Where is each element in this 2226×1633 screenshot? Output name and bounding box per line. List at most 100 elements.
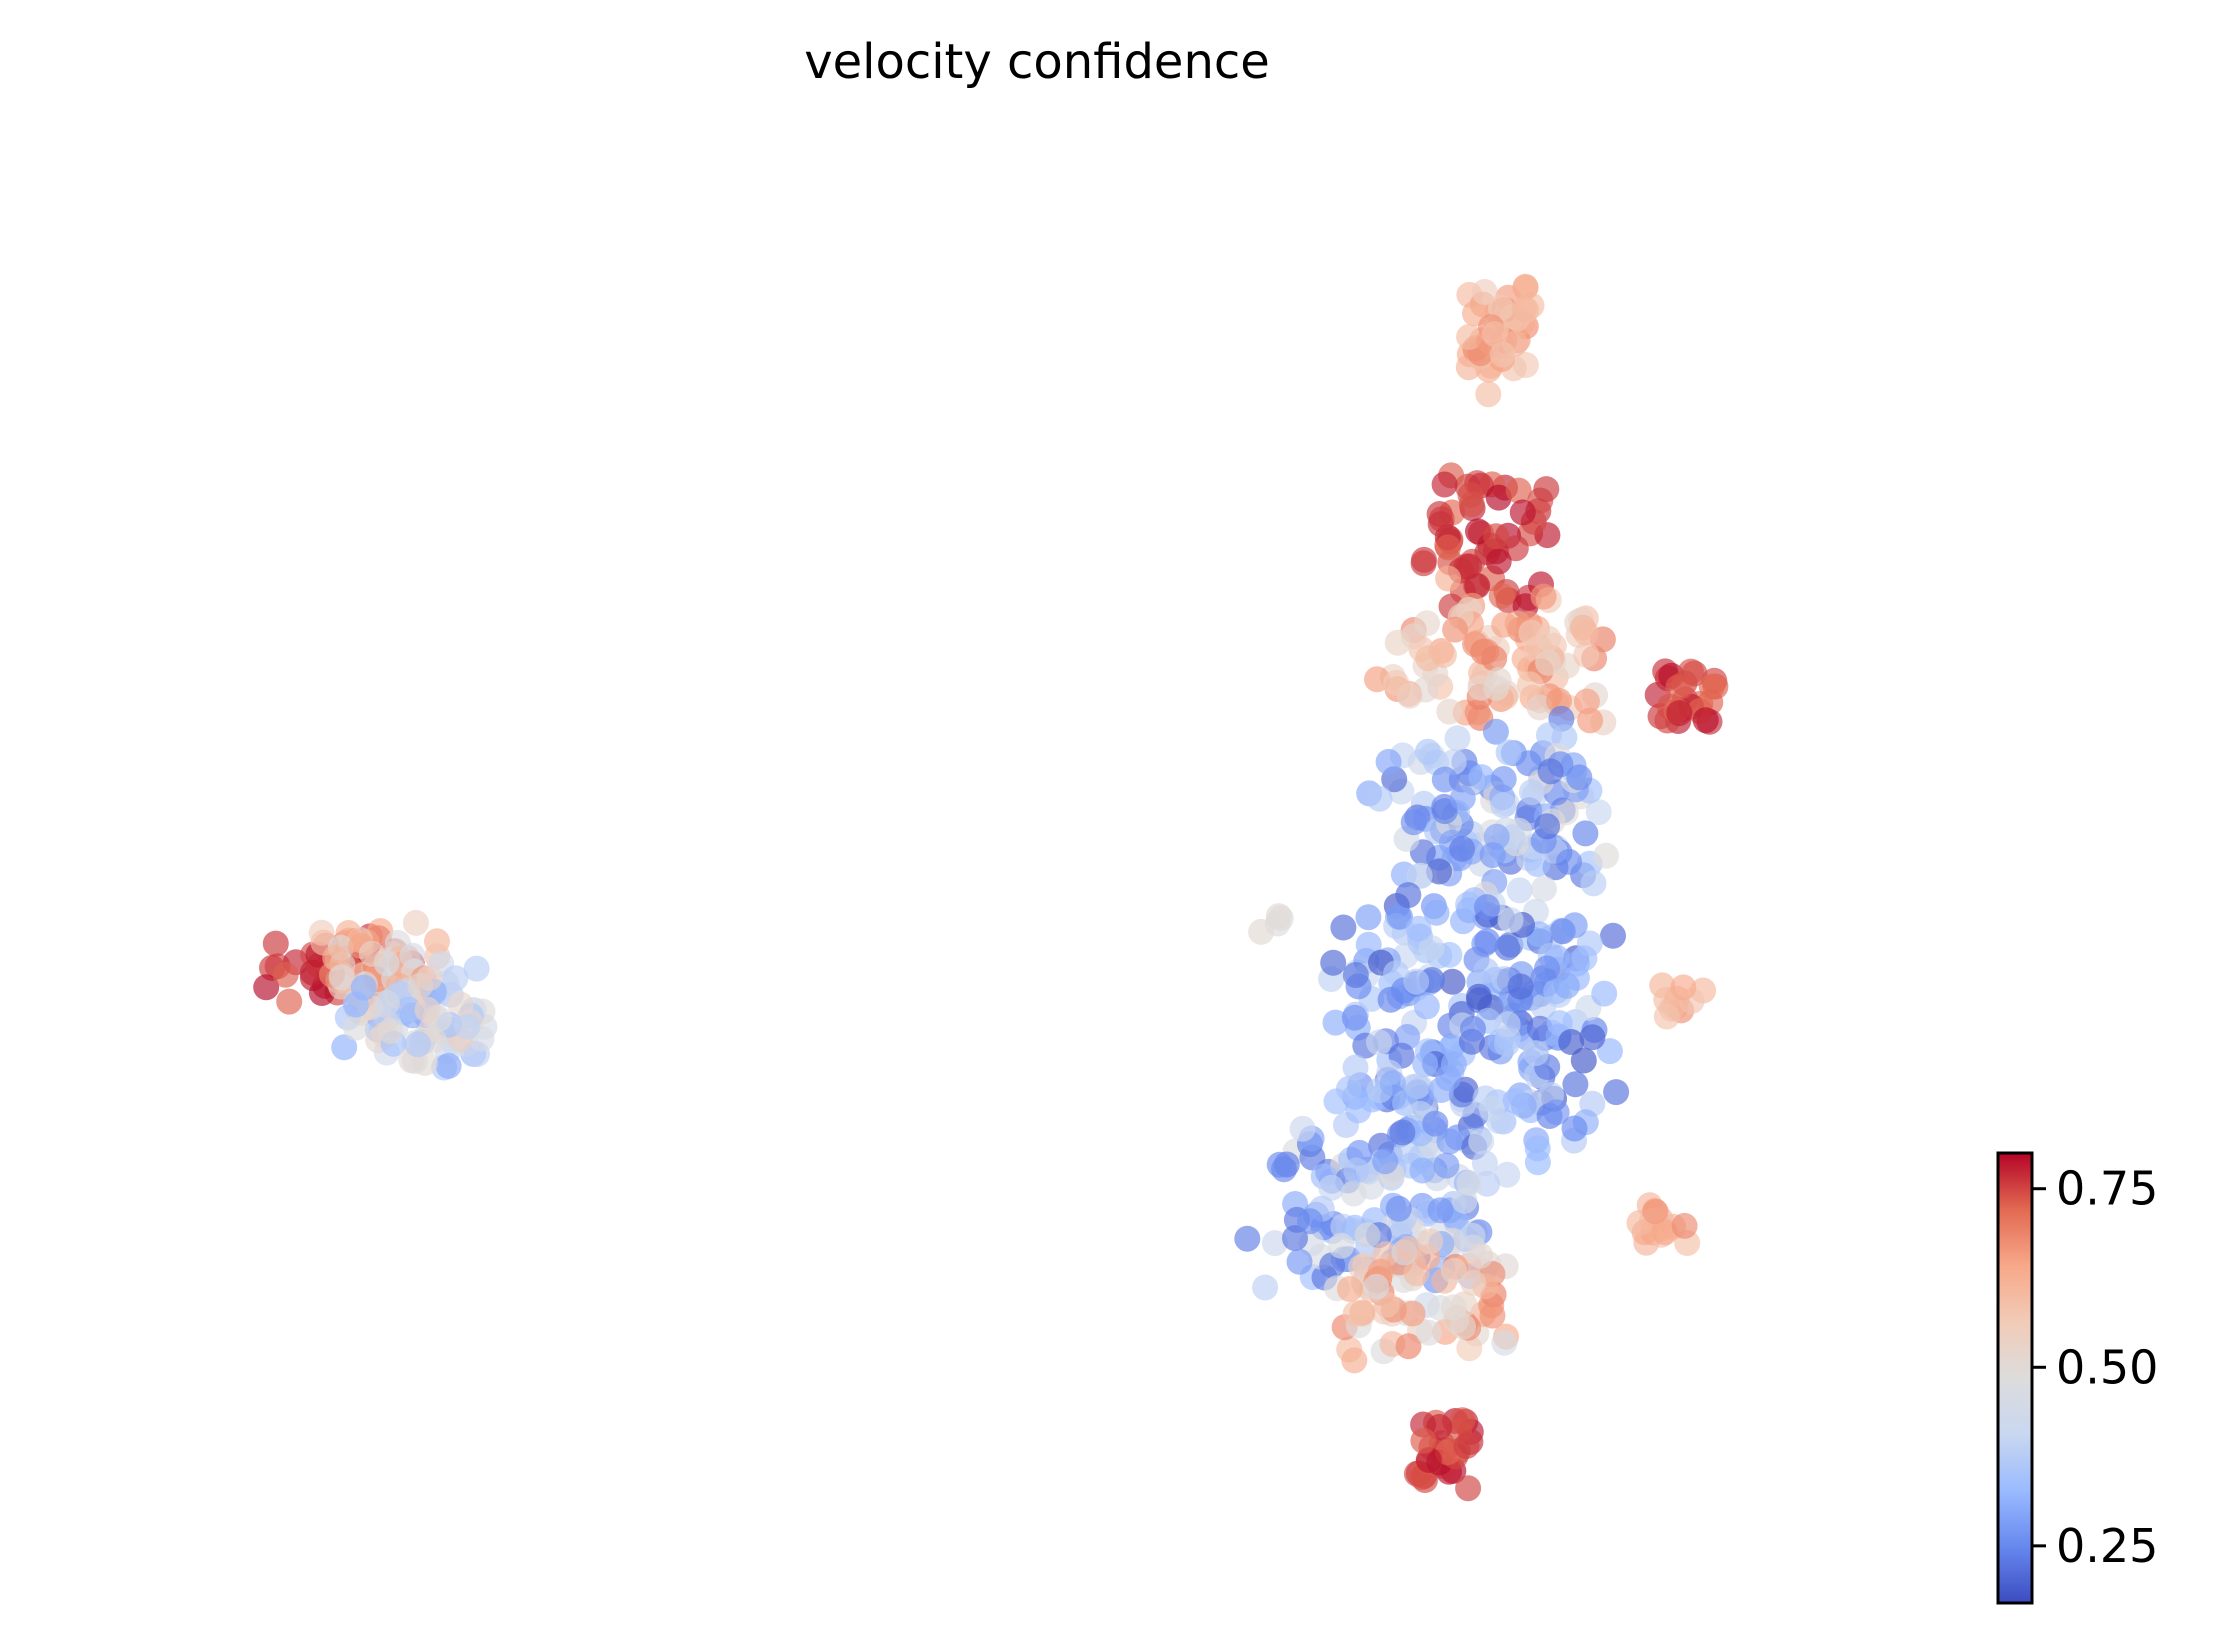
scatter-point — [1465, 983, 1492, 1010]
scatter-point — [1460, 1015, 1486, 1042]
scatter-point — [1677, 658, 1704, 685]
scatter-point — [1436, 698, 1463, 725]
scatter-point — [1489, 341, 1516, 368]
scatter-point — [1379, 1070, 1406, 1097]
scatter-point — [1345, 1097, 1372, 1124]
scatter-point — [1320, 949, 1347, 976]
scatter-point — [1494, 1161, 1521, 1188]
scatter-point — [442, 965, 469, 992]
scatter-point — [1427, 1197, 1454, 1224]
scatter-point — [1456, 1170, 1483, 1196]
scatter-point — [1467, 1242, 1494, 1269]
scatter-point — [1506, 877, 1533, 904]
scatter-point — [1414, 738, 1441, 765]
scatter-point — [1493, 1030, 1520, 1057]
scatter-point — [1387, 903, 1413, 930]
colorbar: 0.25 0.50 0.75 — [1996, 1151, 2158, 1605]
scatter-point — [1449, 785, 1476, 812]
scatter-point — [1483, 523, 1510, 550]
scatter-point — [454, 1013, 481, 1040]
scatter-point — [1491, 611, 1518, 638]
scatter-point — [402, 909, 429, 936]
scatter-point — [1318, 1174, 1345, 1201]
scatter-point — [1458, 491, 1485, 518]
scatter-point — [1553, 972, 1580, 999]
scatter-point — [1600, 922, 1626, 949]
scatter-point — [1579, 1024, 1606, 1051]
scatter-point — [1319, 1252, 1346, 1279]
scatter-point — [1474, 928, 1501, 955]
scatter-point — [343, 1014, 369, 1041]
scatter-point — [399, 942, 426, 969]
scatter-point — [1341, 1347, 1368, 1374]
scatter-point — [1395, 882, 1422, 909]
scatter-points — [253, 273, 1729, 1502]
scatter-point — [1580, 870, 1607, 897]
scatter-point — [1518, 619, 1545, 646]
scatter-point — [1534, 955, 1560, 982]
scatter-point — [1266, 1151, 1293, 1178]
scatter-point — [1517, 671, 1543, 698]
scatter-point — [1409, 1157, 1436, 1184]
scatter-point — [1372, 1148, 1399, 1175]
scatter-point — [1261, 1230, 1288, 1257]
scatter-point — [1427, 511, 1454, 538]
scatter-point — [328, 964, 355, 991]
scatter-point — [1495, 739, 1522, 766]
scatter-point — [1535, 649, 1562, 676]
scatter-point — [1572, 820, 1599, 847]
scatter-point — [1591, 980, 1618, 1007]
scatter-point — [1471, 1150, 1498, 1177]
scatter-point — [1482, 718, 1509, 745]
scatter-point — [1653, 1003, 1680, 1030]
scatter-point — [1536, 722, 1562, 749]
scatter-point — [331, 1034, 358, 1061]
scatter-point — [1692, 707, 1719, 734]
scatter-point — [1418, 935, 1445, 962]
scatter-point — [1468, 1128, 1495, 1155]
scatter-point — [1488, 582, 1515, 609]
scatter-point — [1566, 764, 1593, 791]
scatter-point — [447, 991, 474, 1018]
scatter-point — [1414, 610, 1440, 637]
scatter-point — [1698, 673, 1725, 700]
scatter-point — [1336, 1075, 1362, 1102]
scatter-point — [1440, 1257, 1467, 1284]
scatter-point — [272, 961, 299, 988]
scatter-point — [377, 1018, 404, 1044]
scatter-point — [1475, 381, 1502, 408]
scatter-point — [1526, 694, 1553, 721]
colorbar-tick-label: 0.75 — [2056, 1162, 2158, 1216]
colorbar-tick-label: 0.50 — [2056, 1340, 2158, 1394]
scatter-point — [1297, 1208, 1323, 1235]
scatter-point — [1412, 1051, 1439, 1078]
scatter-point — [405, 1031, 431, 1058]
scatter-point — [1456, 324, 1483, 350]
scatter-point — [1666, 700, 1693, 727]
scatter-point — [1422, 1110, 1449, 1137]
scatter-point — [1289, 1115, 1316, 1142]
scatter-point — [374, 989, 400, 1016]
scatter-point — [1264, 910, 1291, 937]
scatter-point — [1417, 1228, 1444, 1255]
scatter-point — [1481, 645, 1508, 672]
scatter-point — [1497, 931, 1524, 958]
scatter-point — [1543, 1099, 1570, 1126]
scatter-point — [1439, 968, 1466, 995]
scatter-point — [1428, 1077, 1455, 1103]
scatter-point — [1573, 619, 1599, 646]
scatter-point — [1286, 1248, 1313, 1275]
scatter-point — [1497, 907, 1524, 934]
scatter-point — [1530, 583, 1557, 610]
scatter-point — [1440, 1294, 1467, 1321]
scatter-point — [1524, 1135, 1551, 1162]
scatter-point — [1488, 294, 1514, 321]
scatter-point — [1468, 764, 1495, 791]
scatter-point — [1474, 894, 1500, 921]
scatter-point — [1537, 758, 1564, 785]
scatter-point — [1651, 1219, 1678, 1246]
scatter-point — [276, 988, 303, 1015]
scatter-point — [1383, 669, 1410, 696]
scatter-point — [1343, 1157, 1370, 1184]
